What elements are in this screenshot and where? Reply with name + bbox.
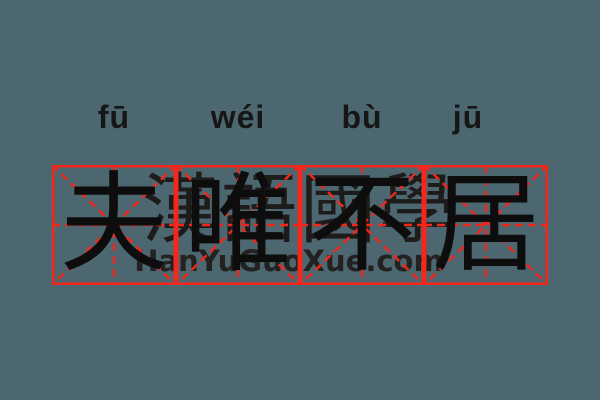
idiom-character-3: 不 bbox=[307, 162, 416, 287]
pinyin-row: fū wéi bù jū bbox=[52, 98, 548, 138]
pinyin-syllable-4: jū bbox=[452, 99, 484, 135]
pinyin-syllable-1: fū bbox=[97, 99, 131, 135]
mizige-cell-3 bbox=[300, 165, 424, 285]
pinyin-syllable-3: bù bbox=[341, 99, 383, 135]
pinyin-syllable-2: wéi bbox=[210, 99, 266, 135]
idiom-character-1: 夫 bbox=[59, 162, 168, 287]
mizige-grid bbox=[52, 165, 548, 285]
mizige-cell-1 bbox=[52, 165, 176, 285]
idiom-character-2: 唯 bbox=[183, 162, 292, 287]
mizige-cell-2 bbox=[176, 165, 300, 285]
watermark-domain-text: HanYuGuoXue.com bbox=[134, 244, 444, 278]
idiom-characters: 夫 唯 不 居 bbox=[52, 165, 548, 285]
idiom-character-4: 居 bbox=[431, 162, 540, 287]
mizige-cell-4 bbox=[424, 165, 548, 285]
